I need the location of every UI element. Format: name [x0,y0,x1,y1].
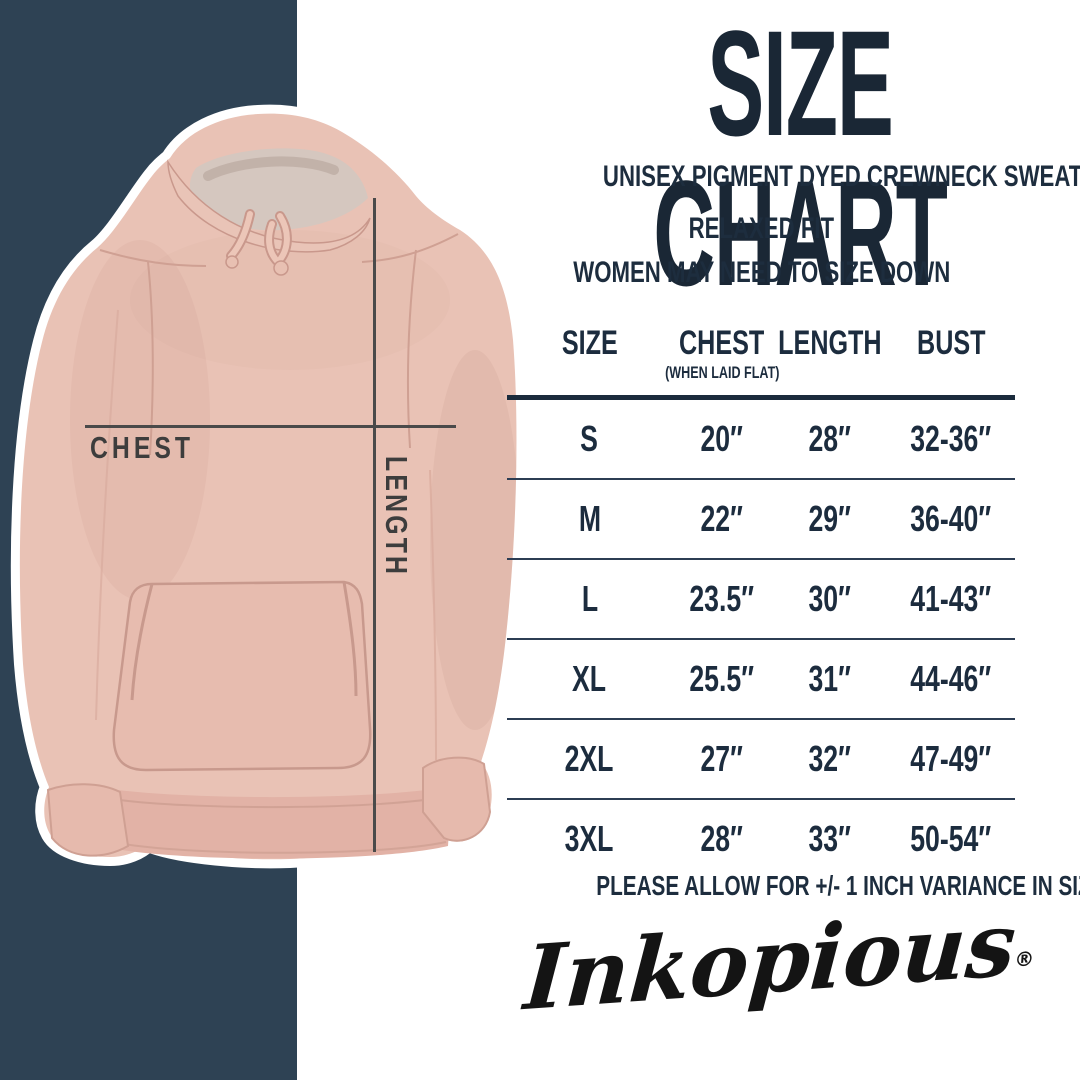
cell-bust: 44-46″ [910,658,992,699]
hood-interior-shadow [203,156,339,181]
cell-size: S [580,418,599,459]
cell-length: 33″ [808,818,851,859]
cell-length: 29″ [808,498,851,539]
hoodie-illustration [19,113,517,860]
subtitle-product: UNISEX PIGMENT DYED CREWNECK SWEATSHIRT [602,160,1080,193]
cell-size: 3XL [565,818,614,859]
hem-stitch-bottom [123,841,447,854]
kangaroo-pocket [112,580,372,772]
cell-bust: 47-49″ [910,738,992,779]
cuff-right [422,756,492,842]
table-row-2xl: 2XL 27″ 32″ 47-49″ [507,720,1015,800]
cell-length: 30″ [808,578,851,619]
hood-rim [167,159,371,253]
cell-length: 31″ [808,658,851,699]
cell-size: XL [572,658,607,699]
brand-name: Inkopious [521,891,1020,1031]
column-header-length: LENGTH [777,324,882,362]
cell-bust: 41-43″ [910,578,992,619]
subtitle-sizing-advice: WOMEN MAY NEED TO SIZE DOWN [573,256,951,289]
pocket-opening-right [342,581,358,697]
hem-stitch-top [119,795,451,809]
cell-chest: 27″ [700,738,744,779]
cell-chest: 28″ [700,818,744,859]
seam-left-armhole [147,261,154,456]
pocket-opening-left [130,583,154,701]
table-row-m: M 22″ 29″ 36-40″ [507,480,1015,560]
cell-length: 32″ [808,738,851,779]
size-chart-table: SIZE CHEST (WHEN LAID FLAT) LENGTH BUST … [507,323,1015,878]
cell-chest: 20″ [700,418,744,459]
cell-size: M [578,498,601,539]
length-measure-label: LENGTH [379,456,414,578]
column-header-chest: CHEST (WHEN LAID FLAT) [665,323,779,395]
table-row-xl: XL 25.5″ 31″ 44-46″ [507,640,1015,720]
table-row-s: S 20″ 28″ 32-36″ [507,400,1015,480]
drawstrings [225,209,292,276]
cell-bust: 32-36″ [910,418,992,459]
cell-chest: 25.5″ [689,658,755,699]
length-measure-line [373,198,376,852]
table-header-row: SIZE CHEST (WHEN LAID FLAT) LENGTH BUST [507,323,1015,400]
chest-subnote: (WHEN LAID FLAT) [664,363,780,382]
variance-note: PLEASE ALLOW FOR +/- 1 INCH VARIANCE IN … [596,870,1080,901]
cell-size: L [581,578,598,619]
column-header-bust: BUST [916,324,986,362]
subtitle-fit: RELAXED FIT [688,212,834,245]
chest-measure-line [85,425,456,428]
seam-left-sleeve [95,309,119,721]
table-row-3xl: 3XL 28″ 33″ 50-54″ [507,800,1015,878]
shading-right [430,350,517,730]
cell-length: 28″ [808,418,851,459]
registered-trademark-symbol: ® [1013,946,1036,972]
page-title: SIZE CHART [653,0,948,317]
cell-chest: 22″ [700,498,744,539]
seam-right-armhole [407,249,417,449]
brand-logo: Inkopious® [520,891,1040,1030]
cuff-left [46,783,130,857]
cell-chest: 23.5″ [689,578,755,619]
hoodie-product-photo [19,113,517,860]
seam-right-shoulder [361,233,459,263]
cell-bust: 36-40″ [910,498,992,539]
table-row-l: L 23.5″ 30″ 41-43″ [507,560,1015,640]
seam-left-shoulder [99,249,207,267]
cell-bust: 50-54″ [910,818,992,859]
column-header-size: SIZE [561,324,618,362]
shading-chest [130,230,450,370]
chest-measure-label: CHEST [90,430,195,465]
cell-size: 2XL [565,738,614,779]
seam-right-side [429,469,437,761]
